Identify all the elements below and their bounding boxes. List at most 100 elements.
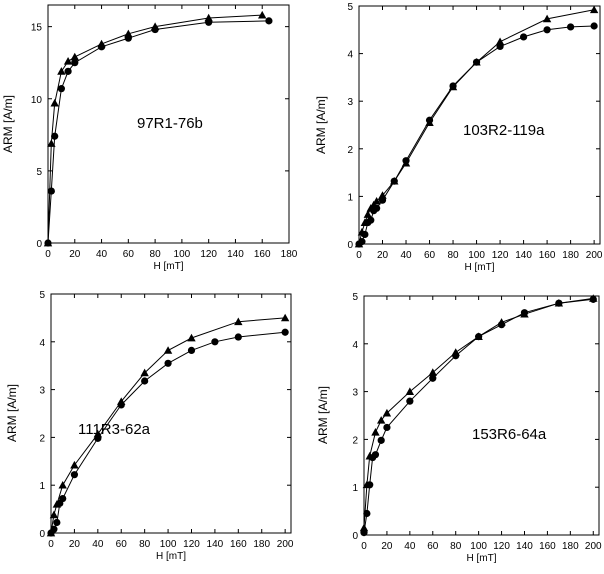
data-point-circle — [94, 434, 102, 442]
data-point-triangle — [140, 368, 149, 377]
x-tick-label: 160 — [230, 539, 247, 550]
data-point-circle — [50, 525, 58, 533]
data-point-circle — [234, 333, 242, 341]
plot-frame — [50, 293, 292, 534]
x-tick-label: 0 — [356, 250, 362, 261]
data-point-circle — [590, 22, 598, 30]
data-point-circle — [265, 17, 273, 25]
sample-annotation: 97R1-76b — [137, 115, 203, 132]
data-point-triangle — [163, 346, 173, 354]
sample-annotation: 103R2-119a — [463, 122, 545, 139]
data-point-circle — [164, 359, 172, 367]
y-tick-label: 5 — [39, 290, 45, 301]
x-tick-label: 0 — [361, 541, 367, 552]
data-point-circle — [124, 34, 132, 42]
x-tick-label: 120 — [200, 249, 217, 260]
x-tick-label: 80 — [139, 539, 151, 550]
sample-annotation: 153R6-64a — [472, 426, 547, 443]
x-tick-label: 20 — [381, 541, 393, 552]
data-point-circle — [406, 397, 414, 405]
x-tick-label: 100 — [160, 539, 177, 550]
y-tick-label: 4 — [347, 50, 353, 61]
x-tick-label: 180 — [562, 250, 579, 261]
data-point-circle — [71, 59, 79, 67]
data-point-triangle — [50, 98, 59, 107]
data-point-circle — [520, 309, 529, 317]
data-point-circle — [373, 204, 381, 212]
data-point-circle — [141, 377, 149, 385]
y-tick-label: 0 — [36, 239, 42, 250]
x-tick-label: 40 — [404, 541, 416, 552]
data-point-triangle — [382, 408, 392, 417]
data-point-circle — [390, 177, 398, 185]
data-point-circle — [425, 116, 434, 124]
data-point-circle — [59, 494, 67, 503]
x-tick-label: 200 — [586, 250, 603, 261]
x-tick-label: 60 — [424, 250, 436, 261]
data-point-triangle — [359, 523, 369, 532]
y-axis-label: ARM [A/m] — [5, 384, 19, 442]
sample-annotation: 111R3-62a — [78, 421, 151, 438]
y-tick-label: 2 — [352, 435, 358, 446]
x-tick-label: 140 — [227, 249, 244, 260]
y-tick-label: 1 — [347, 192, 353, 203]
data-point-circle — [51, 132, 59, 140]
data-point-triangle — [70, 460, 79, 469]
x-tick-label: 160 — [539, 250, 556, 261]
x-tick-label: 80 — [450, 541, 462, 552]
chart-panel-2: 0 20 40 60 80 100 120 140 160 180 200 0 1 2 3 4 5 H [mT] A… — [314, 2, 603, 273]
x-tick-label: 20 — [377, 250, 389, 261]
x-tick-label: 0 — [45, 249, 51, 260]
data-point-circle — [366, 481, 374, 489]
data-point-triangle — [428, 368, 437, 376]
y-tick-label: 5 — [36, 167, 42, 178]
data-point-circle — [475, 333, 483, 341]
x-axis-label: H [mT] — [467, 553, 497, 564]
data-point-circle — [519, 33, 528, 41]
data-point-triangle — [70, 52, 79, 61]
data-point-circle — [70, 471, 79, 479]
series-line-triangle — [358, 9, 595, 245]
x-tick-label: 60 — [116, 539, 128, 550]
data-point-circle — [543, 26, 551, 34]
y-tick-label: 2 — [39, 433, 45, 444]
data-point-circle — [97, 43, 106, 51]
plot-frame — [47, 4, 290, 244]
y-tick-label: 3 — [347, 97, 353, 108]
data-point-triangle — [187, 333, 196, 342]
data-point-circle — [472, 58, 481, 66]
data-point-triangle — [405, 387, 415, 395]
x-tick-label: 200 — [277, 539, 294, 550]
x-tick-label: 100 — [468, 250, 485, 261]
y-tick-label: 4 — [39, 338, 45, 349]
data-point-triangle — [363, 210, 373, 218]
x-tick-label: 0 — [48, 539, 54, 550]
y-tick-label: 2 — [347, 145, 353, 156]
data-point-circle — [211, 338, 219, 346]
x-tick-label: 120 — [183, 539, 200, 550]
x-axis-label: H [mT] — [465, 262, 495, 273]
chart-panel-4: 0 20 40 60 80 100 120 140 160 180 200 0 1 2 3 4 5 H [mT] A… — [316, 292, 602, 564]
x-tick-label: 180 — [253, 539, 270, 550]
y-tick-label: 5 — [347, 2, 353, 13]
x-tick-label: 40 — [96, 249, 108, 260]
data-point-circle — [449, 82, 457, 90]
data-point-circle — [589, 295, 597, 303]
data-point-circle — [205, 18, 213, 26]
y-tick-label: 1 — [352, 483, 358, 494]
y-tick-label: 10 — [31, 95, 43, 106]
data-point-circle — [363, 509, 371, 518]
x-tick-label: 200 — [585, 541, 602, 552]
y-tick-label: 5 — [352, 292, 358, 303]
data-point-circle — [117, 401, 125, 409]
data-point-triangle — [57, 67, 66, 75]
data-point-circle — [378, 196, 387, 204]
y-axis-label: ARM [A/m] — [314, 96, 328, 154]
data-point-circle — [429, 374, 437, 382]
x-tick-label: 180 — [562, 541, 579, 552]
x-tick-label: 140 — [516, 541, 533, 552]
data-point-circle — [555, 299, 563, 307]
y-tick-label: 4 — [352, 340, 358, 351]
series-line-triangle — [363, 297, 594, 528]
